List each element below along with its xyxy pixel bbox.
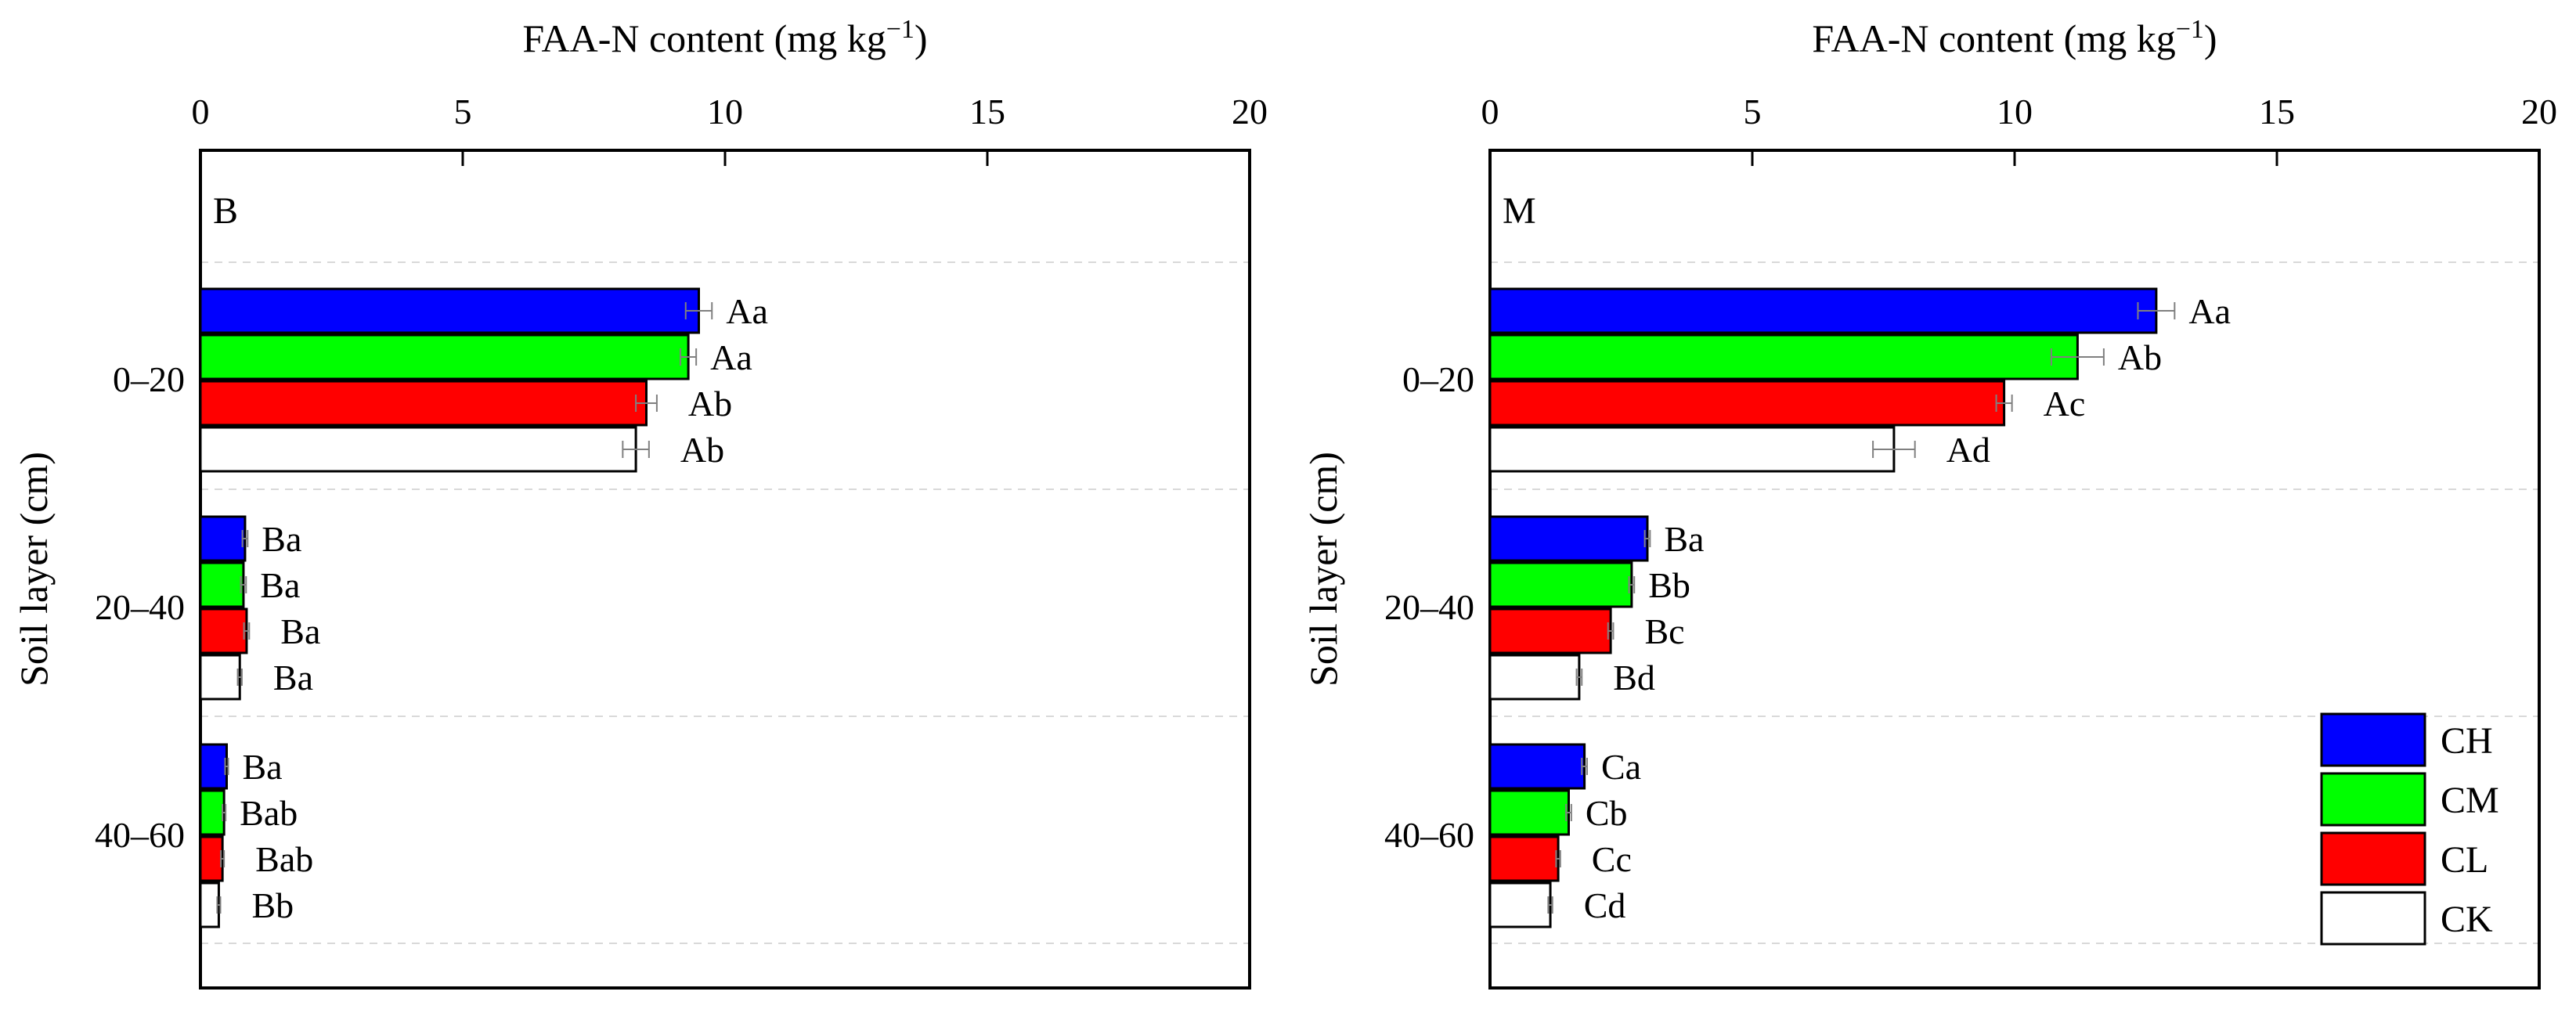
significance-label: Ab xyxy=(2118,337,2162,377)
significance-label: Cb xyxy=(1586,793,1628,833)
x-tick-label: 5 xyxy=(1744,92,1762,132)
significance-label: Bd xyxy=(1613,658,1655,698)
significance-label: Ba xyxy=(273,658,313,698)
bar-cm xyxy=(199,561,245,608)
x-tick-label: 0 xyxy=(1481,92,1499,132)
legend-swatch-cm xyxy=(2320,772,2426,827)
bar-cm xyxy=(199,789,225,836)
legend-label-ck: CK xyxy=(2441,899,2493,940)
panel-label: B xyxy=(213,190,238,232)
y-category-label: 20–40 xyxy=(1384,587,1474,627)
x-tick-label: 0 xyxy=(192,92,210,132)
x-axis-title: FAA-N content (mg kg−1) xyxy=(1812,15,2217,60)
significance-label: Cd xyxy=(1584,885,1626,925)
significance-label: Ad xyxy=(1946,430,1990,470)
bar-ck xyxy=(199,654,241,701)
y-category-label: 0–20 xyxy=(1402,359,1474,399)
panel-label: M xyxy=(1503,190,1536,232)
significance-label: Bab xyxy=(255,839,313,879)
bar-cl xyxy=(1488,380,2006,427)
significance-label: Bc xyxy=(1644,611,1684,651)
significance-label: Aa xyxy=(710,337,752,377)
bar-cl xyxy=(199,835,224,882)
legend-swatch-ck xyxy=(2320,891,2426,946)
significance-label: Bab xyxy=(240,793,298,833)
bar-cm xyxy=(1488,333,2079,380)
significance-label: Bb xyxy=(1648,565,1690,605)
significance-label: Ba xyxy=(243,747,283,787)
bar-ck xyxy=(1488,426,1896,473)
bar-ch xyxy=(199,743,228,790)
legend-swatch-ch xyxy=(2320,712,2426,767)
bar-ck xyxy=(1488,654,1581,701)
plot-frame xyxy=(199,149,1251,990)
bar-cl xyxy=(1488,835,1560,882)
bar-cl xyxy=(1488,607,1612,654)
x-tick-label: 20 xyxy=(1232,92,1268,132)
x-tick-label: 20 xyxy=(2521,92,2557,132)
legend-label-cm: CM xyxy=(2441,780,2499,821)
bar-ck xyxy=(199,881,220,928)
significance-label: Ba xyxy=(260,565,300,605)
bar-cm xyxy=(1488,789,1570,836)
x-tick-label: 15 xyxy=(2259,92,2295,132)
significance-label: Ba xyxy=(1664,519,1704,559)
x-tick-label: 10 xyxy=(1997,92,2033,132)
significance-label: Bb xyxy=(251,885,294,925)
significance-label: Ab xyxy=(688,384,732,424)
y-axis-title: Soil layer (cm) xyxy=(1301,452,1345,687)
bar-ch xyxy=(199,287,700,334)
significance-label: Aa xyxy=(2188,291,2231,331)
legend-swatch-cl xyxy=(2320,831,2426,886)
y-category-label: 40–60 xyxy=(95,815,185,855)
significance-label: Ab xyxy=(680,430,724,470)
bar-ch xyxy=(1488,743,1586,790)
significance-label: Aa xyxy=(726,291,768,331)
bar-cm xyxy=(199,333,690,380)
panel-m: 0 5 10 15 20 0–20 20–40 40–60 FAA-N content (mg … xyxy=(1301,15,2557,990)
y-axis-title: Soil layer (cm) xyxy=(12,452,56,687)
significance-label: Ac xyxy=(2044,384,2086,424)
y-category-label: 20–40 xyxy=(95,587,185,627)
significance-label: Ca xyxy=(1601,747,1641,787)
bar-cl xyxy=(199,607,248,654)
legend-label-ch: CH xyxy=(2441,720,2493,762)
bar-ck xyxy=(199,426,637,473)
bar-ch xyxy=(1488,287,2158,334)
legend: CH CM CL CK xyxy=(2320,712,2499,946)
significance-label: Ba xyxy=(280,611,320,651)
panel-b: 0 5 10 15 20 0–20 20–40 40–60 FAA-N content (mg … xyxy=(12,15,1268,990)
bar-ck xyxy=(1488,881,1552,928)
significance-label: Ba xyxy=(262,519,301,559)
y-category-label: 40–60 xyxy=(1384,815,1474,855)
x-tick-label: 5 xyxy=(454,92,472,132)
y-category-label: 0–20 xyxy=(113,359,185,399)
x-tick-label: 10 xyxy=(707,92,743,132)
bar-ch xyxy=(1488,515,1649,562)
x-tick-label: 15 xyxy=(969,92,1005,132)
x-axis-title: FAA-N content (mg kg−1) xyxy=(522,15,927,60)
significance-label: Cc xyxy=(1592,839,1632,879)
bar-cl xyxy=(199,380,648,427)
legend-label-cl: CL xyxy=(2441,839,2488,881)
bar-cm xyxy=(1488,561,1633,608)
bar-ch xyxy=(199,515,247,562)
